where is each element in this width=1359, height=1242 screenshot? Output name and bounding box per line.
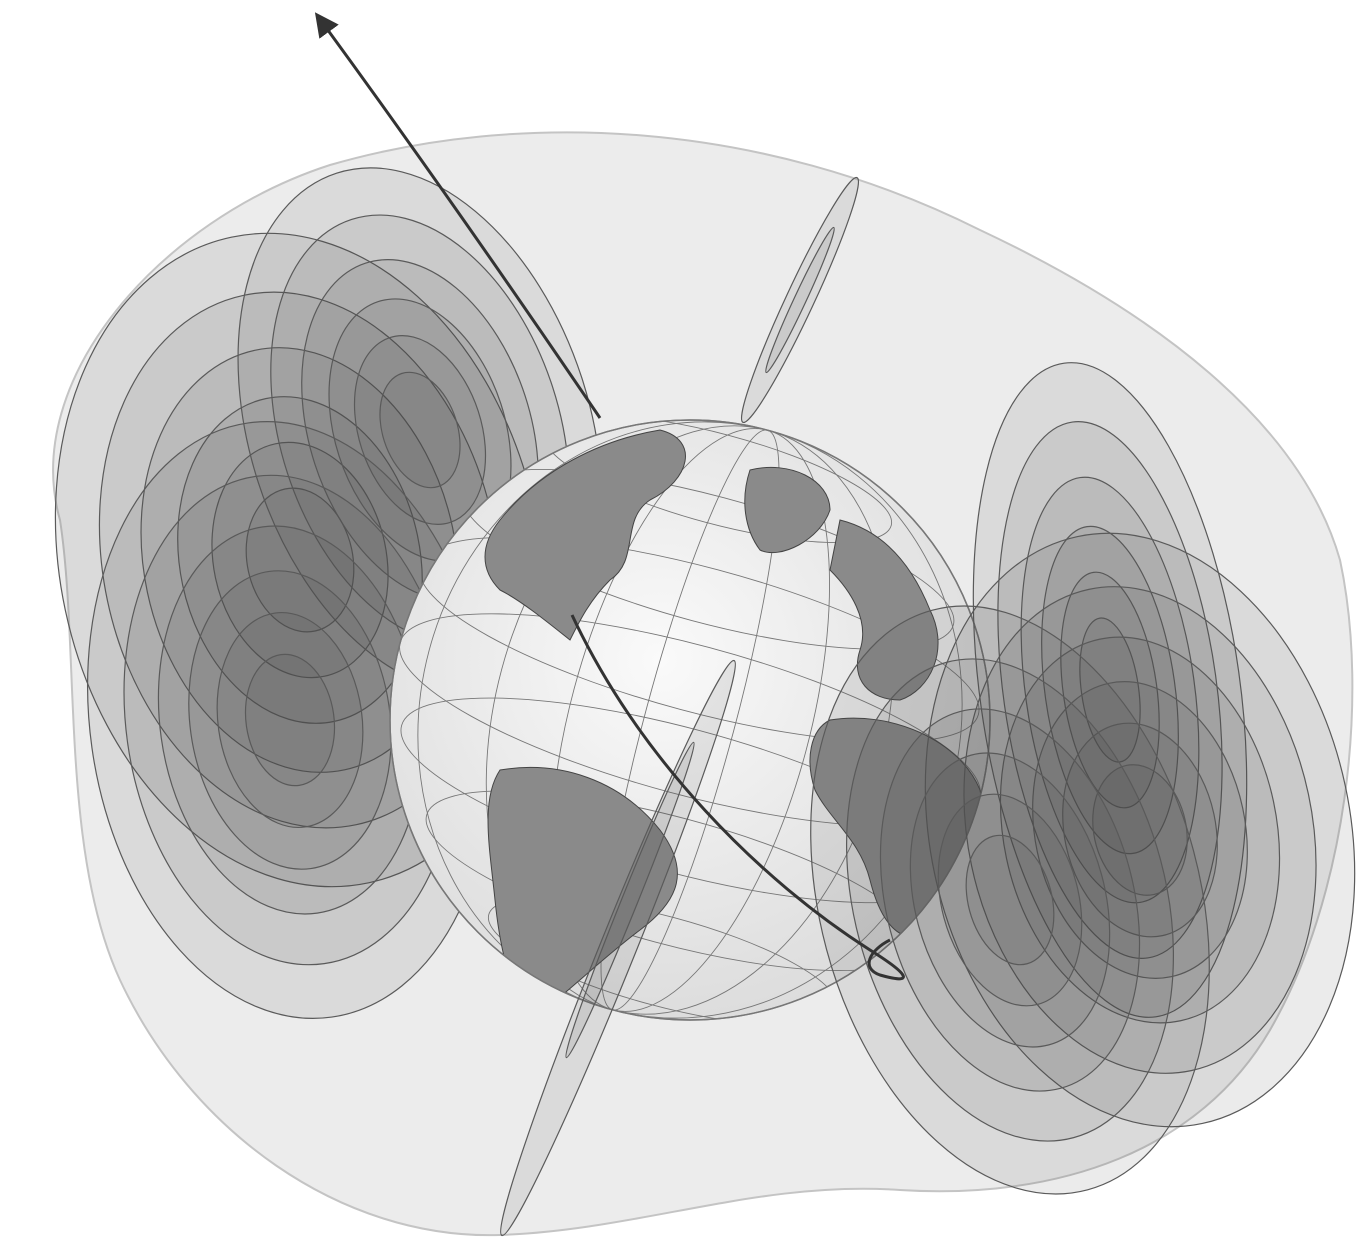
right-lobes	[810, 362, 1356, 1195]
spindles	[500, 176, 860, 1237]
radiation-contour	[972, 362, 1248, 1018]
lower-spindle	[500, 659, 736, 1237]
radiation-contour	[924, 532, 1356, 1128]
radiation-contour	[245, 487, 355, 633]
upper-spindle	[740, 176, 860, 424]
upper-spindle-core	[765, 226, 835, 374]
radiation-contour	[1032, 681, 1248, 979]
globe-surface	[399, 420, 984, 1020]
radiation-contour	[965, 834, 1055, 966]
radiation-contour	[997, 421, 1223, 959]
radiation-contour	[1079, 617, 1141, 763]
greenland	[744, 466, 831, 554]
left-lobes	[54, 167, 603, 1019]
south-america	[487, 767, 678, 1020]
radiation-contour	[937, 793, 1083, 1007]
trajectory	[314, 12, 602, 419]
radiation-contour	[1020, 476, 1200, 904]
radiation-contour	[211, 441, 389, 679]
globe	[389, 419, 991, 1021]
north-america	[484, 429, 686, 641]
radiation-contour	[1041, 525, 1179, 855]
radiation-contour	[909, 752, 1111, 1048]
lower-spindle-core	[565, 741, 695, 1059]
radiation-contour	[810, 605, 1210, 1195]
radiation-contour	[216, 611, 364, 829]
trajectory-loop	[570, 614, 905, 981]
radiation-contour	[963, 586, 1317, 1074]
radiation-contour	[1062, 722, 1218, 938]
radiation-contour	[1092, 764, 1188, 896]
radiation-contour	[845, 658, 1175, 1142]
radiation-contour	[244, 653, 336, 787]
radiation-contour	[879, 708, 1141, 1092]
radiation-contour	[379, 371, 461, 489]
radiation-contour	[188, 570, 392, 870]
europe	[829, 519, 939, 701]
